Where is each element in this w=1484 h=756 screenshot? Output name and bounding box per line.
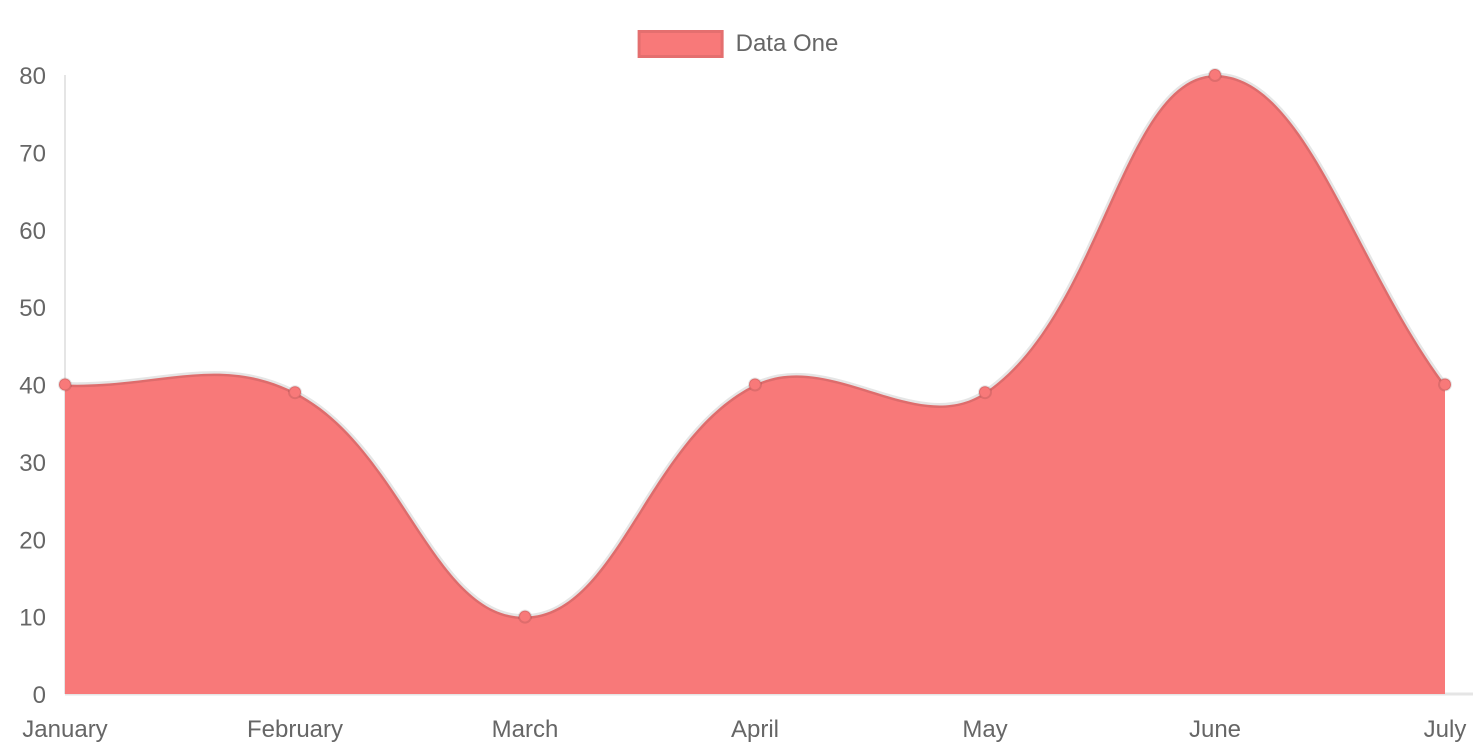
data-point-april[interactable]	[748, 377, 762, 392]
y-tick-label-10: 10	[19, 605, 46, 632]
x-axis-labels: January February March April May June July	[22, 716, 1466, 743]
data-point-january[interactable]	[58, 377, 72, 392]
legend-swatch[interactable]	[637, 30, 724, 58]
x-tick-label-april: April	[731, 716, 779, 743]
y-tick-label-70: 70	[19, 140, 46, 167]
legend-label[interactable]: Data One	[735, 30, 839, 57]
legend[interactable]: Data One	[637, 30, 839, 58]
data-point-june[interactable]	[1208, 68, 1222, 82]
x-tick-label-february: February	[247, 716, 343, 743]
y-tick-label-40: 40	[19, 373, 46, 400]
data-point-march[interactable]	[518, 609, 532, 624]
y-tick-label-0: 0	[33, 682, 46, 709]
x-tick-label-march: March	[492, 716, 559, 743]
y-tick-label-30: 30	[19, 450, 46, 477]
x-tick-label-june: June	[1189, 716, 1241, 743]
y-tick-label-60: 60	[19, 218, 46, 245]
y-axis-labels: 0 10 20 30 40 50 60 70 80	[19, 63, 46, 709]
data-point-february[interactable]	[288, 385, 302, 400]
line-stroke	[62, 72, 1448, 620]
y-tick-label-20: 20	[19, 527, 46, 554]
x-tick-label-january: January	[22, 716, 107, 743]
y-tick-label-50: 50	[19, 295, 46, 322]
data-point-july[interactable]	[1438, 377, 1452, 392]
x-tick-label-may: May	[962, 716, 1007, 743]
y-tick-label-80: 80	[19, 63, 46, 90]
data-point-may[interactable]	[978, 385, 992, 400]
x-tick-label-july: July	[1424, 716, 1467, 743]
data-points-group	[58, 68, 1452, 624]
